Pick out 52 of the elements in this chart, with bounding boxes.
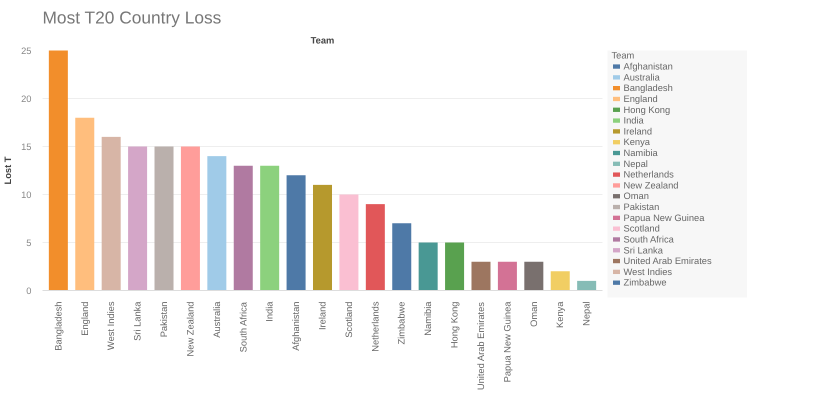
legend-label: England <box>624 94 658 104</box>
x-tick-label: Netherlands <box>370 301 380 352</box>
legend-label: Netherlands <box>624 170 674 180</box>
x-tick-label: Pakistan <box>159 301 170 338</box>
y-tick-label: 20 <box>21 94 32 104</box>
legend-label: Ireland <box>624 126 652 136</box>
legend-label: United Arab Emirates <box>624 256 712 266</box>
x-tick-label: Oman <box>528 301 539 327</box>
x-tick-label: West Indies <box>106 301 116 350</box>
x-tick-label: Nepal <box>582 301 592 326</box>
legend-label: Pakistan <box>624 202 660 212</box>
legend-label: Bangladesh <box>624 83 673 94</box>
x-tick-label: India <box>264 300 275 322</box>
legend-title: Team <box>612 50 635 60</box>
x-tick-label: Ireland <box>318 301 328 330</box>
y-tick-label: 25 <box>21 46 32 56</box>
legend-label: South Africa <box>624 234 675 244</box>
x-tick-label: Scotland <box>344 301 354 338</box>
legend-label: Scotland <box>624 224 660 234</box>
x-tick-label: Sri Lanka <box>132 300 143 341</box>
legend-label: India <box>624 116 645 126</box>
legend-label: Nepal <box>624 158 648 169</box>
x-axis-title: Team <box>310 36 334 46</box>
y-tick-label: 0 <box>26 286 32 296</box>
x-tick-label: England <box>80 302 90 336</box>
y-axis-title: Lost T <box>3 156 14 184</box>
x-tick-label: South Africa <box>238 301 248 352</box>
legend-label: Papua New Guinea <box>624 212 706 223</box>
x-tick-label: Australia <box>212 300 222 338</box>
x-tick-label: Afghanistan <box>291 301 302 351</box>
x-tick-label: Zimbabwe <box>396 301 407 345</box>
legend-label: Kenya <box>624 137 651 148</box>
x-tick-label: United Arab Emirates <box>476 302 486 390</box>
legend-label: Namibia <box>624 148 659 158</box>
legend-label: West Indies <box>624 266 672 277</box>
x-tick-label: Hong Kong <box>450 301 460 348</box>
x-tick-label: Bangladesh <box>53 301 64 351</box>
x-tick-label: New Zealand <box>185 301 196 356</box>
legend-label: Sri Lanka <box>624 245 664 256</box>
legend-label: Zimbabwe <box>624 278 667 288</box>
x-tick-label: Namibia <box>423 300 434 336</box>
legend-label: New Zealand <box>624 180 678 190</box>
legend-label: Hong Kong <box>624 104 670 115</box>
legend-label: Australia <box>624 72 661 82</box>
y-tick-label: 10 <box>21 190 32 200</box>
y-tick-label: 5 <box>26 238 32 248</box>
chart-title: Most T20 Country Loss <box>42 8 222 28</box>
legend-label: Afghanistan <box>624 62 673 72</box>
x-tick-label: Papua New Guinea <box>502 300 512 382</box>
y-tick-label: 15 <box>21 142 32 152</box>
x-tick-label: Kenya <box>555 300 566 328</box>
legend-label: Oman <box>624 191 649 202</box>
